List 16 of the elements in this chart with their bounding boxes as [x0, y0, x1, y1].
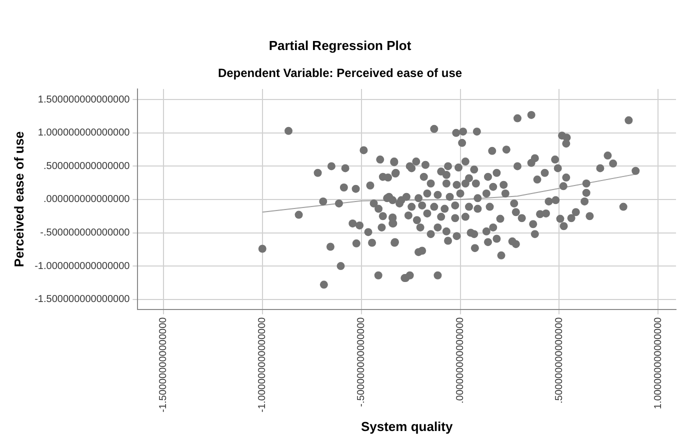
x-tick-label: -.500000000000000: [356, 316, 368, 407]
x-axis-title: System quality: [360, 418, 454, 434]
x-tick-label: .500000000000000: [554, 316, 565, 404]
y-tick-label: .500000000000000: [43, 160, 130, 172]
chart-subtitle: Dependent Variable: Perceived ease of use: [216, 66, 464, 80]
x-tick-label: 1.000000000000000: [652, 316, 664, 410]
y-tick-label: -1.500000000000000: [34, 294, 130, 306]
y-tick-label: -.500000000000000: [40, 228, 130, 239]
y-tick-label: -1.000000000000000: [34, 260, 130, 272]
x-tick-label: -1.000000000000000: [257, 316, 268, 412]
y-tick-label: 1.500000000000000: [38, 94, 130, 106]
x-tick-label: .000000000000000: [455, 316, 466, 404]
y-tick-label: .000000000000000: [43, 194, 130, 206]
chart-title: Partial Regression Plot: [268, 38, 412, 53]
y-axis-title: Perceived ease of use: [11, 131, 26, 268]
y-tick-label: 1.000000000000000: [38, 128, 130, 139]
